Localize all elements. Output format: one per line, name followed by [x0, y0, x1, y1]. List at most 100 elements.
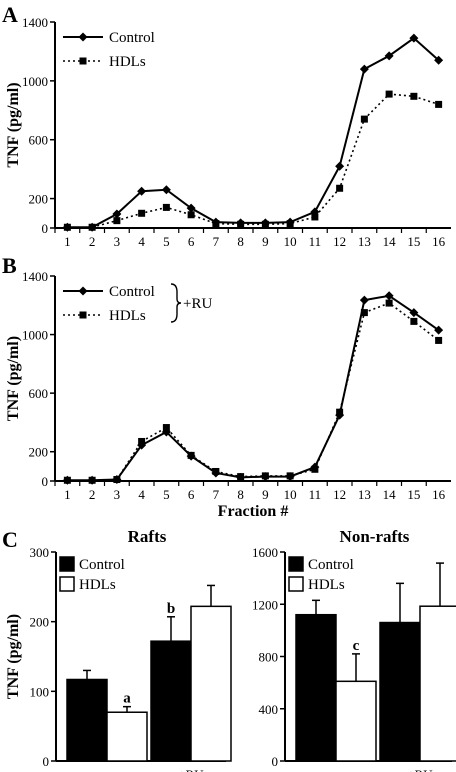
series-line-control: [67, 36, 440, 229]
x-tick-label: 5: [163, 487, 170, 502]
data-point-control: [359, 64, 369, 74]
data-point-hdls: [286, 220, 294, 228]
legend-label-control: Control: [79, 557, 125, 573]
data-point-hdls: [286, 472, 294, 480]
y-tick-label: 300: [30, 545, 50, 560]
bar-chart-rafts: 0 100 200 300 Rafts TNF (pg/ml) a b +RU Control HD…: [5, 527, 232, 772]
data-point-control: [161, 185, 171, 195]
y-tick-label: 400: [259, 702, 279, 717]
data-point-hdls: [88, 223, 96, 231]
chart-title: Non-rafts: [340, 527, 410, 546]
data-point-hdls: [113, 476, 121, 484]
data-point-hdls: [63, 223, 71, 231]
data-point-hdls: [311, 465, 319, 473]
bar-control: [379, 621, 421, 762]
legend-brace: [170, 283, 182, 323]
x-tick-label: 14: [383, 234, 397, 249]
data-point-hdls: [435, 100, 443, 108]
legend-label-control: Control: [109, 30, 155, 46]
data-point-control: [434, 325, 444, 335]
chart-title: Rafts: [128, 527, 167, 546]
data-point-control: [384, 51, 394, 61]
x-tick-label: 9: [262, 234, 269, 249]
bar-control: [150, 640, 192, 762]
series-line-control: [67, 294, 440, 482]
data-point-control: [409, 33, 419, 43]
legend-marker-control: [78, 286, 88, 296]
x-tick-label: 7: [213, 234, 220, 249]
x-tick-label: 13: [358, 487, 371, 502]
data-point-hdls: [212, 220, 220, 228]
y-tick-label: 200: [30, 615, 50, 630]
x-tick-label: 12: [333, 234, 346, 249]
legend-swatch-control: [59, 556, 75, 572]
y-axis-title: TNF (pg/ml): [5, 82, 22, 167]
x-tick-label: 16: [432, 487, 446, 502]
x-tick-label: 9: [262, 487, 269, 502]
x-tick-label: 11: [309, 487, 322, 502]
bar-hdls: [419, 605, 456, 762]
panel-label-c: C: [2, 527, 18, 552]
x-tick-label: 1: [64, 487, 71, 502]
data-point-control: [186, 203, 196, 213]
data-point-hdls: [410, 317, 418, 325]
legend-label-hdls: HDLs: [308, 577, 345, 593]
legend-label-control: Control: [109, 284, 155, 300]
y-tick-label: 0: [43, 754, 50, 769]
x-tick-label: 5: [163, 234, 170, 249]
y-tick-label: 1400: [22, 15, 48, 30]
y-tick-label: 600: [29, 133, 49, 148]
series-line-hdls: [67, 93, 439, 229]
legend-marker-hdls: [79, 57, 87, 65]
panel-label-b: B: [2, 253, 17, 278]
y-tick-label: 1600: [252, 545, 278, 560]
data-point-hdls: [187, 451, 195, 459]
data-point-hdls: [212, 467, 220, 475]
legend-label-hdls: HDLs: [109, 308, 146, 324]
data-point-hdls: [187, 211, 195, 219]
bar-control: [66, 678, 108, 762]
x-tick-label: 13: [358, 234, 371, 249]
data-point-control: [434, 55, 444, 65]
x-tick-label: 15: [407, 487, 420, 502]
data-point-control: [359, 295, 369, 305]
x-tick-label: 3: [114, 487, 121, 502]
x-tick-label: 2: [89, 487, 96, 502]
bar-control: [295, 613, 337, 762]
x-axis-title: Fraction #: [218, 503, 289, 520]
legend-swatch-control: [288, 556, 304, 572]
x-tick-label: 3: [114, 234, 121, 249]
legend-swatch-hdls: [59, 576, 75, 592]
data-point-hdls: [435, 336, 443, 344]
data-point-control: [384, 291, 394, 301]
x-tick-label: 6: [188, 234, 195, 249]
bar-chart-non-rafts: 0 400 800 1200 1600 Non-rafts c +RU Control HDLs: [252, 527, 456, 772]
significance-label: c: [353, 638, 360, 654]
y-tick-label: 100: [30, 684, 50, 699]
y-tick-label: 1200: [252, 597, 278, 612]
legend-group-label: +RU: [183, 296, 212, 312]
data-point-hdls: [360, 115, 368, 123]
y-tick-label: 0: [42, 221, 49, 236]
x-tick-label: 7: [213, 487, 220, 502]
y-tick-label: 200: [29, 445, 49, 460]
x-tick-label: 10: [284, 234, 297, 249]
x-tick-label: 4: [138, 487, 145, 502]
y-tick-label: 200: [29, 192, 49, 207]
y-tick-label: 1000: [22, 74, 48, 89]
x-tick-label: 8: [237, 234, 244, 249]
legend-label-control: Control: [308, 557, 354, 573]
panel-label-a: A: [2, 2, 18, 27]
x-tick-label: 6: [188, 487, 195, 502]
data-point-control: [112, 209, 122, 219]
y-axis-title: TNF (pg/ml): [5, 614, 22, 699]
data-point-hdls: [261, 220, 269, 228]
x-tick-label: 14: [383, 487, 397, 502]
y-tick-label: 0: [42, 474, 49, 489]
x-tick-label: 4: [138, 234, 145, 249]
data-point-hdls: [385, 299, 393, 307]
x-tick-label: 10: [284, 487, 297, 502]
data-point-control: [409, 308, 419, 318]
